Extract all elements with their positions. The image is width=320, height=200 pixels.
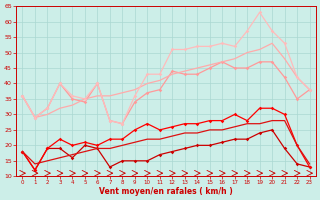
X-axis label: Vent moyen/en rafales ( km/h ): Vent moyen/en rafales ( km/h ) xyxy=(99,187,233,196)
